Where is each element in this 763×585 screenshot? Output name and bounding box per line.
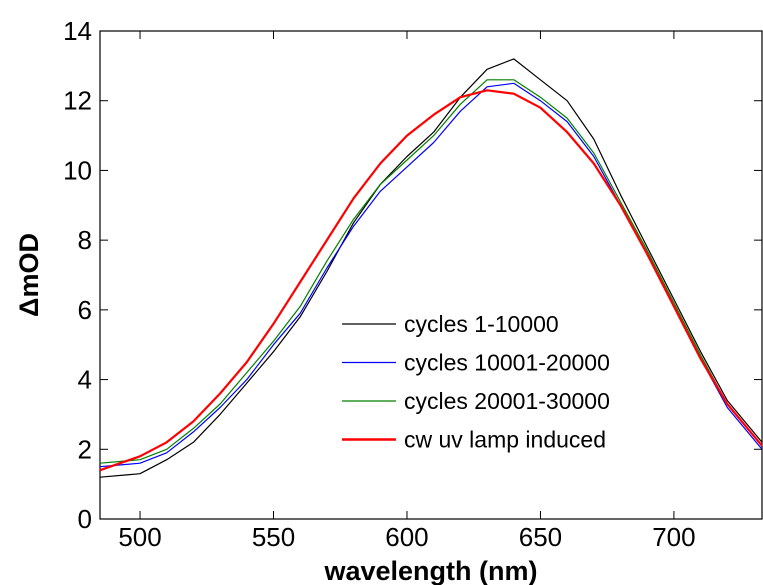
series-line-4 — [99, 89, 763, 472]
x-tick-label: 650 — [519, 522, 562, 552]
y-axis-title: ΔmOD — [14, 233, 44, 317]
x-tick-label: 500 — [118, 522, 161, 552]
y-tick-label: 6 — [78, 295, 92, 325]
y-tick-label: 10 — [63, 155, 92, 185]
series-layer — [99, 58, 763, 478]
plot-area — [99, 30, 763, 520]
y-tick-label: 4 — [78, 365, 92, 395]
legend-label-3: cycles 20001-30000 — [404, 388, 610, 414]
x-tick-label: 600 — [385, 522, 428, 552]
legend-label-4: cw uv lamp induced — [404, 427, 606, 453]
legend: cycles 1-10000 cycles 10001-20000 cycles 2… — [342, 311, 610, 453]
ticks-layer: 500 550 600 650 700 0 2 4 6 8 10 12 14 — [63, 16, 762, 552]
y-tick-label: 12 — [63, 86, 92, 116]
y-tick-label: 0 — [78, 504, 92, 534]
legend-label-2: cycles 10001-20000 — [404, 350, 610, 376]
y-tick-label: 8 — [78, 225, 92, 255]
x-tick-label: 700 — [652, 522, 695, 552]
x-tick-label: 550 — [252, 522, 295, 552]
x-axis-title: wavelength (nm) — [323, 556, 537, 585]
legend-label-1: cycles 1-10000 — [404, 311, 559, 337]
series-line-3 — [99, 79, 763, 464]
y-tick-label: 2 — [78, 434, 92, 464]
y-tick-label: 14 — [63, 16, 92, 46]
series-line-1 — [99, 58, 763, 478]
